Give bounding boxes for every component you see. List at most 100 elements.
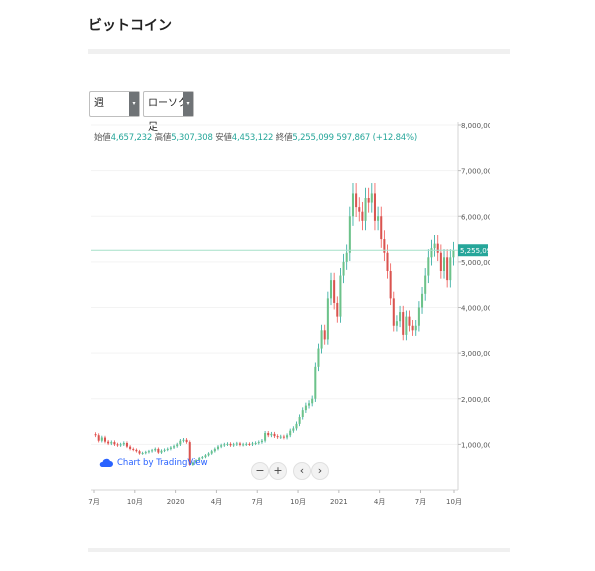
candle-body	[238, 443, 241, 445]
chevron-down-icon[interactable]: ▾	[183, 92, 193, 116]
x-tick-label: 4月	[374, 498, 385, 506]
x-tick-label: 10月	[446, 498, 462, 506]
cloud-icon	[99, 458, 113, 467]
chevron-down-icon[interactable]: ▾	[129, 92, 139, 116]
close-value: 5,255,099	[292, 133, 334, 143]
candle-body	[436, 243, 439, 253]
candle-body	[116, 444, 119, 446]
candle-body	[411, 325, 414, 331]
candle-body	[282, 436, 285, 438]
candle-body	[414, 325, 417, 331]
candle-body	[417, 307, 420, 326]
candle-body	[446, 257, 449, 281]
candle-body	[135, 449, 138, 452]
candle-body	[399, 312, 402, 322]
interval-select[interactable]: 週 ▾	[89, 91, 140, 117]
y-tick-label: 3,000,000	[461, 350, 490, 358]
candle-body	[223, 444, 226, 446]
candle-body	[245, 443, 248, 445]
candle-body	[94, 434, 97, 436]
candle-body	[289, 430, 292, 436]
candle-body	[176, 444, 179, 447]
x-tick-label: 7月	[88, 498, 99, 506]
candle-body	[248, 443, 251, 445]
candle-body	[377, 216, 380, 221]
candle-body	[364, 198, 367, 221]
price-chart[interactable]: 1,000,000 2,000,000 3,000,000 4,000,000 5,00…	[88, 122, 490, 512]
candle-body	[113, 442, 116, 445]
candle-body	[125, 443, 128, 447]
zoom-out-button[interactable]: −	[251, 462, 269, 480]
candle-body	[151, 450, 154, 452]
candle-body	[251, 443, 254, 445]
candle-body	[317, 348, 320, 367]
candle-body	[298, 417, 301, 424]
candle-body	[257, 442, 260, 444]
candle-body	[179, 440, 182, 445]
chart-type-select-value: ローソク足	[148, 98, 188, 133]
candle-body	[279, 436, 282, 438]
candle-body	[326, 298, 329, 340]
y-tick-label: 6,000,000	[461, 213, 490, 221]
candle-body	[395, 321, 398, 326]
candle-body	[144, 452, 147, 454]
divider	[88, 548, 510, 552]
candle-body	[173, 446, 176, 448]
x-tick-label: 10月	[290, 498, 306, 506]
candle-body	[107, 441, 110, 444]
candle-body	[207, 453, 210, 456]
candle-body	[355, 193, 358, 208]
open-value: 4,657,232	[110, 133, 153, 143]
candle-body	[408, 316, 411, 326]
candle-body	[185, 439, 188, 443]
candle-body	[286, 435, 289, 438]
scroll-left-button[interactable]: ‹	[293, 462, 311, 480]
y-tick-label: 5,000,000	[461, 259, 490, 267]
candle-body	[442, 257, 446, 271]
x-tick-label: 4月	[211, 498, 222, 506]
candle-body	[213, 448, 216, 452]
candle-body	[270, 433, 273, 436]
last-price-line: 5,255,099	[91, 244, 490, 257]
chart-type-select[interactable]: ローソク足 ▾	[143, 91, 194, 133]
y-tick-label: 8,000,000	[461, 122, 490, 130]
candle-body	[138, 451, 141, 454]
y-tick-label: 4,000,000	[461, 305, 490, 313]
candle-body	[220, 445, 223, 447]
candle-body	[260, 440, 263, 443]
candle-body	[226, 443, 229, 445]
candle-body	[119, 444, 122, 446]
candle-body	[100, 437, 103, 441]
candle-body	[276, 436, 279, 438]
candle-body	[132, 448, 135, 450]
tradingview-logo[interactable]: Chart by TradingView	[99, 458, 208, 468]
open-label: 始値	[94, 133, 111, 143]
candle-body	[389, 271, 392, 299]
scroll-right-button[interactable]: ›	[311, 462, 329, 480]
last-price-label: 5,255,099	[460, 247, 490, 255]
candle-body	[452, 250, 455, 258]
y-tick-label: 2,000,000	[461, 396, 490, 404]
candle-body	[242, 444, 245, 446]
candle-body	[301, 410, 304, 417]
candle-body	[232, 444, 235, 446]
candle-body	[201, 457, 204, 459]
x-tick-label: 2021	[330, 498, 348, 506]
candle-body	[229, 443, 232, 446]
candle-body	[182, 439, 185, 441]
candle-body	[97, 435, 100, 441]
last-price-tag	[458, 244, 488, 257]
candle-body	[392, 298, 395, 326]
candle-body	[267, 432, 270, 436]
candle-body	[254, 443, 257, 445]
x-tick-label: 2020	[167, 498, 185, 506]
candle-body	[333, 280, 336, 303]
candle-body	[320, 330, 323, 349]
candle-body	[163, 449, 166, 451]
candle-body	[345, 252, 348, 262]
zoom-in-button[interactable]: +	[269, 462, 287, 480]
candle-body	[421, 293, 424, 308]
candle-body	[361, 211, 364, 221]
candle-body	[323, 330, 326, 340]
candle-body	[169, 447, 172, 449]
